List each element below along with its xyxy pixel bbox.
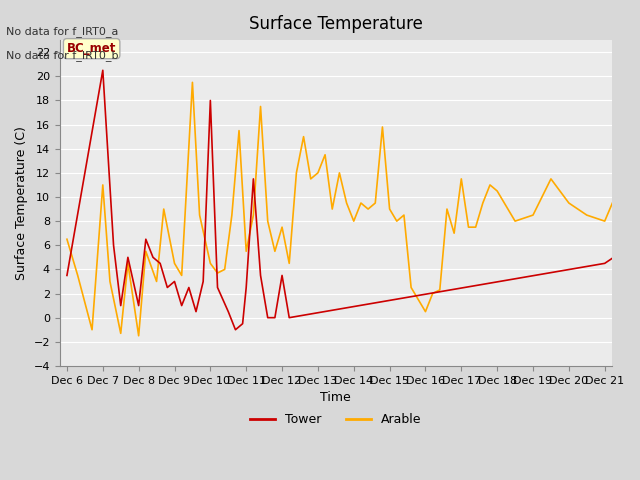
Tower (109, 242, 117, 248)
Arable (393, 218, 401, 224)
Text: No data for f_IRT0_a: No data for f_IRT0_a (6, 25, 119, 36)
Tower (619, 249, 627, 254)
Legend: Tower, Arable: Tower, Arable (245, 408, 427, 432)
Line: Arable: Arable (67, 83, 640, 360)
Tower (185, 285, 193, 290)
Tower (285, 315, 293, 321)
Text: BC_met: BC_met (67, 42, 116, 55)
Tower (264, 315, 271, 321)
Tower (257, 273, 264, 278)
Tower (135, 303, 143, 309)
Tower (199, 278, 207, 284)
Line: Tower: Tower (67, 70, 640, 330)
Arable (214, 270, 221, 276)
Tower (117, 303, 125, 309)
Tower (225, 309, 232, 314)
Tower (99, 67, 107, 73)
Arable (400, 212, 408, 218)
Tower (232, 327, 239, 333)
Tower (124, 254, 132, 260)
Arable (278, 224, 286, 230)
Tower (271, 315, 279, 321)
Tower (156, 261, 164, 266)
Tower (239, 321, 246, 326)
Tower (207, 97, 214, 103)
Tower (243, 285, 250, 290)
Title: Surface Temperature: Surface Temperature (249, 15, 423, 33)
Tower (601, 261, 609, 266)
Tower (178, 303, 186, 309)
Tower (278, 273, 286, 278)
Tower (142, 236, 150, 242)
Tower (192, 309, 200, 314)
Arable (63, 236, 71, 242)
Tower (250, 176, 257, 182)
Tower (149, 254, 157, 260)
Tower (214, 285, 221, 290)
Tower (163, 285, 171, 290)
Tower (171, 278, 179, 284)
X-axis label: Time: Time (321, 391, 351, 404)
Arable (221, 266, 228, 272)
Tower (637, 242, 640, 248)
Text: No data for f_IRT0_b: No data for f_IRT0_b (6, 49, 119, 60)
Arable (189, 80, 196, 85)
Y-axis label: Surface Temperature (C): Surface Temperature (C) (15, 126, 28, 280)
Tower (63, 273, 71, 278)
